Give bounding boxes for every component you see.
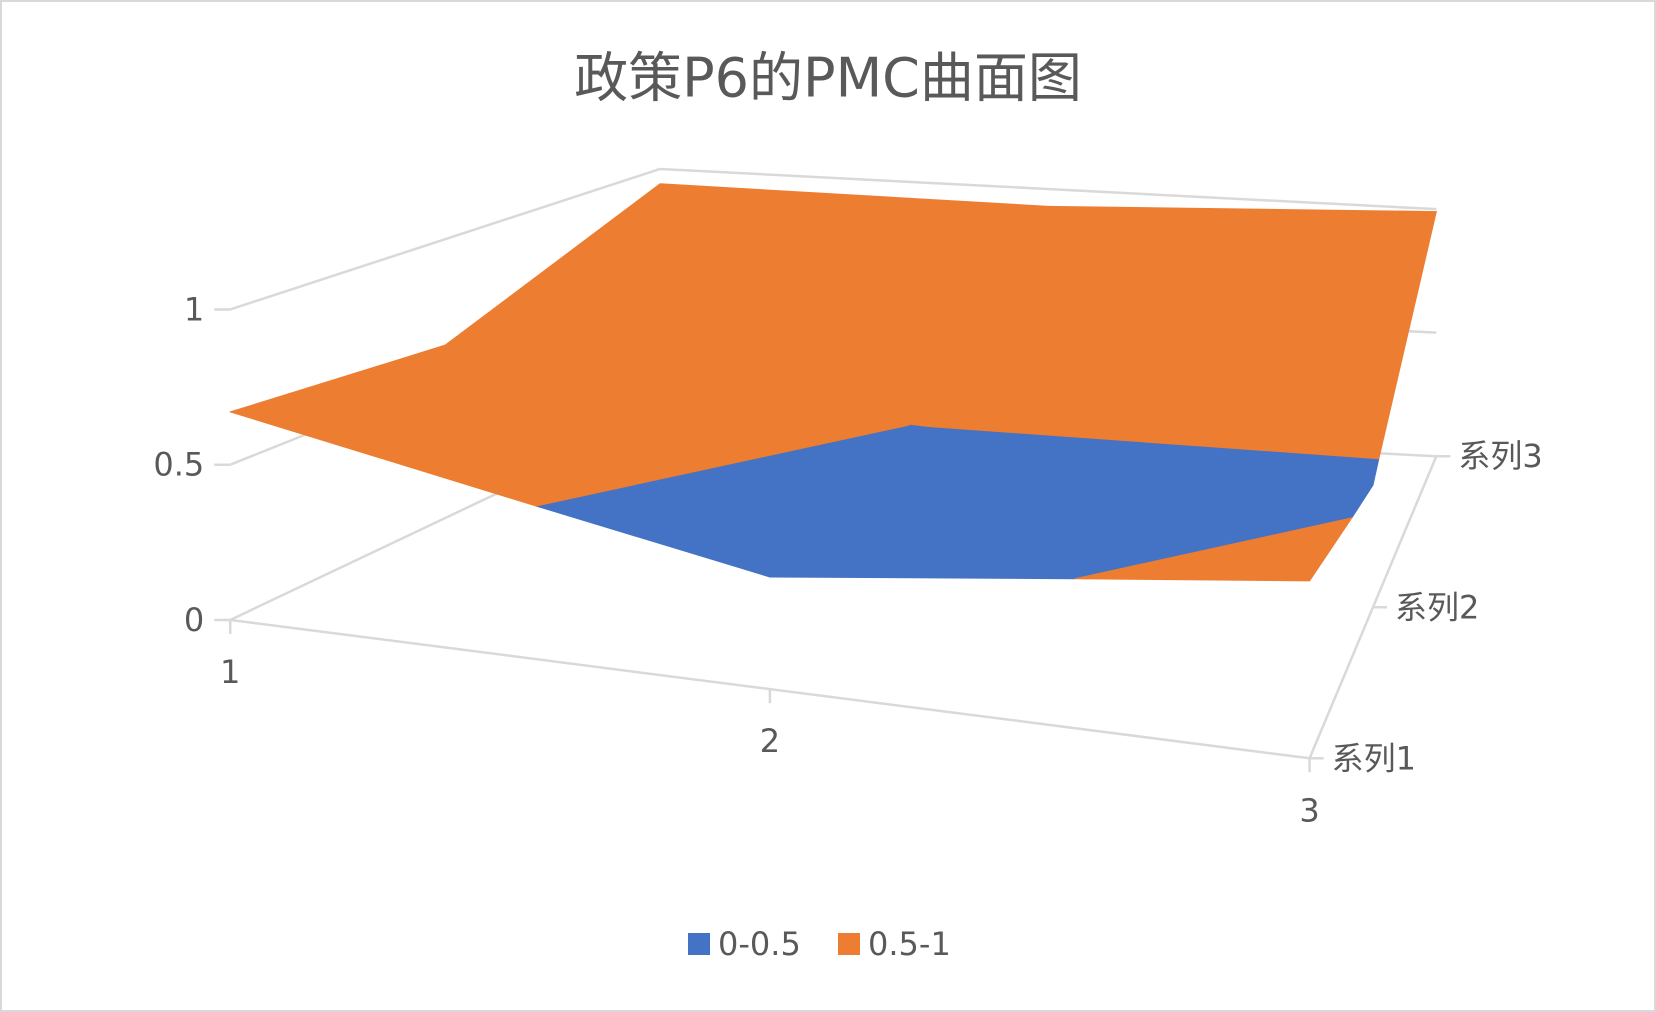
depth-tick-label: 系列2 — [1395, 588, 1479, 626]
x-tick-label: 1 — [220, 653, 240, 691]
x-tick-label: 3 — [1299, 791, 1319, 829]
grid-line — [229, 167, 661, 311]
x-tick-label: 2 — [760, 722, 780, 760]
depth-tick-label: 系列1 — [1332, 739, 1416, 777]
surface-facet — [908, 211, 1437, 460]
legend-swatch — [688, 933, 710, 955]
legend-label: 0-0.5 — [718, 925, 801, 963]
z-tick-label: 1 — [184, 290, 204, 328]
z-tick-label: 0 — [184, 601, 204, 639]
grid-line — [660, 167, 1437, 211]
surface — [229, 183, 1437, 582]
legend-swatch — [838, 933, 860, 955]
surface-facet — [229, 411, 910, 507]
z-tick-label: 0.5 — [153, 446, 204, 484]
depth-tick-label: 系列3 — [1458, 437, 1542, 475]
chart-title: 政策P6的PMC曲面图 — [574, 47, 1082, 110]
legend: 0-0.5 0.5-1 — [688, 925, 951, 963]
surface-facet — [1074, 517, 1353, 582]
legend-label: 0.5-1 — [868, 925, 951, 963]
